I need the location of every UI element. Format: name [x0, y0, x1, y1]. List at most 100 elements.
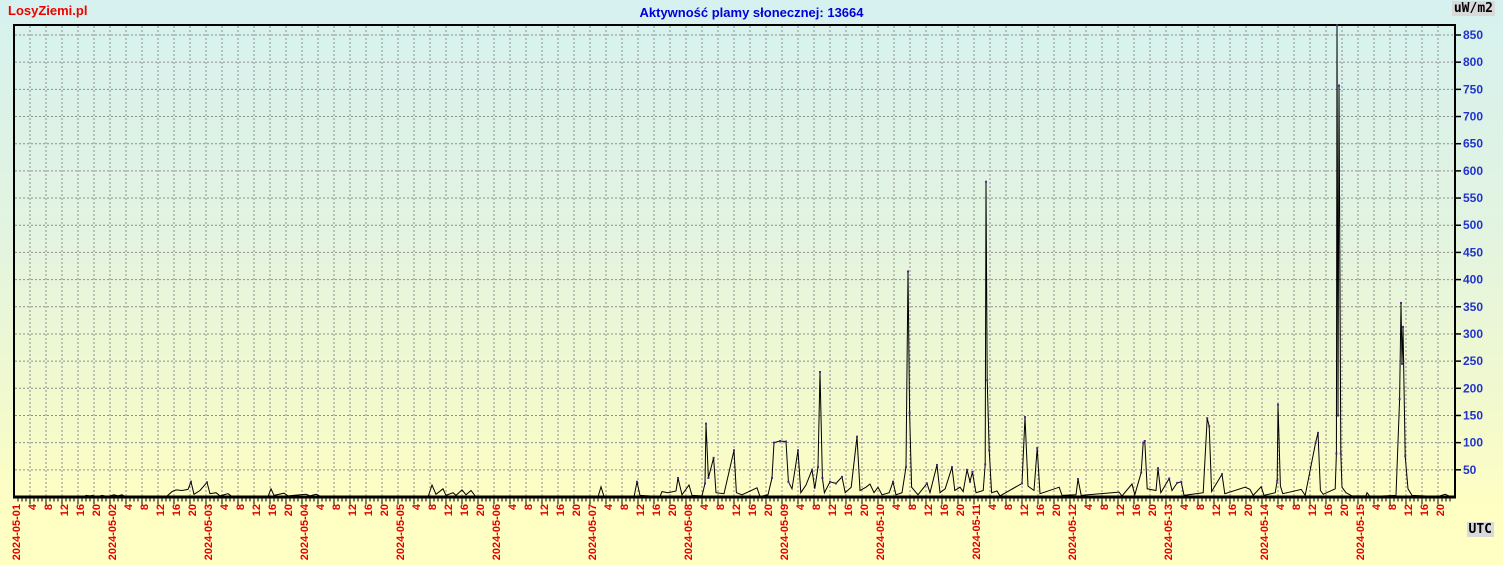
- x-tick-label: 2024-05-08: [683, 504, 695, 560]
- x-tick-label: 2024-05-04: [299, 503, 311, 560]
- data-point-marker: [986, 379, 989, 382]
- y-tick-label: 350: [1463, 300, 1483, 314]
- y-tick-label: 800: [1463, 55, 1483, 69]
- timezone-label: UTC: [1466, 522, 1494, 537]
- data-point-marker: [1180, 480, 1183, 483]
- x-tick-label: 12: [1019, 504, 1031, 516]
- y-tick-label: 400: [1463, 273, 1483, 287]
- x-tick-label: 16: [1035, 504, 1047, 516]
- x-tick-label: 12: [443, 504, 455, 516]
- data-point-marker: [1400, 301, 1402, 304]
- y-tick-label: 550: [1463, 191, 1483, 205]
- data-point-marker: [908, 411, 911, 414]
- x-tick-label: 20: [187, 504, 199, 516]
- data-point-marker: [966, 468, 968, 471]
- data-point-marker: [892, 480, 894, 483]
- data-point-marker: [1036, 447, 1039, 450]
- data-point-marker: [835, 482, 837, 485]
- x-tick-label: 8: [1099, 504, 1111, 510]
- data-point-marker: [787, 480, 790, 483]
- data-point-marker: [677, 476, 679, 479]
- x-tick-label: 20: [571, 504, 583, 516]
- x-tick-label: 16: [459, 504, 471, 516]
- y-tick-label: 50: [1463, 463, 1477, 477]
- x-tick-label: 12: [347, 504, 359, 516]
- x-tick-label: 8: [715, 504, 727, 510]
- grid-lines: [15, 26, 1454, 496]
- data-series: [14, 24, 1455, 498]
- x-tick-label: 16: [1323, 504, 1335, 516]
- x-tick-label: 12: [827, 504, 839, 516]
- data-point-marker: [1336, 24, 1338, 27]
- data-point-marker: [1337, 414, 1339, 417]
- x-tick-label: 20: [1147, 504, 1159, 516]
- data-point-marker: [1404, 455, 1407, 458]
- x-tick-label: 2024-05-05: [395, 504, 407, 560]
- x-tick-label: 4: [699, 503, 711, 510]
- x-tick-label: 8: [43, 504, 55, 510]
- data-point-marker: [1176, 481, 1179, 484]
- x-tick-label: 16: [171, 504, 183, 516]
- x-tick-label: 16: [1419, 504, 1431, 516]
- data-point-marker: [1140, 471, 1143, 474]
- x-tick-label: 2024-05-07: [587, 504, 599, 560]
- x-axis-labels: 2024-05-01 4 8 12 16 20 2024-05-02 4 8 12 16 20 2024…: [11, 503, 1447, 560]
- data-point-marker: [704, 482, 706, 485]
- data-point-marker: [797, 449, 799, 452]
- data-point-marker: [1277, 403, 1279, 406]
- data-point-marker: [841, 475, 843, 478]
- x-tick-label: 16: [555, 504, 567, 516]
- data-point-marker: [1168, 477, 1171, 480]
- x-tick-label: 8: [907, 504, 919, 510]
- data-point-marker: [988, 449, 991, 452]
- chart-title: Aktywność plamy słonecznej: 13664: [639, 5, 864, 20]
- data-point-marker: [733, 449, 735, 452]
- data-point-marker: [1339, 452, 1342, 455]
- data-point-marker: [1398, 398, 1401, 401]
- data-point-marker: [712, 456, 715, 459]
- y-tick-label: 250: [1463, 354, 1483, 368]
- data-point-marker: [785, 440, 787, 443]
- data-point-marker: [951, 466, 953, 469]
- axis-ticks: [17, 34, 1461, 505]
- data-point-marker: [856, 435, 858, 438]
- x-tick-label: 4: [1275, 503, 1287, 510]
- data-point-marker: [1338, 84, 1340, 87]
- x-tick-label: 8: [427, 504, 439, 510]
- data-point-marker: [636, 480, 638, 483]
- x-tick-label: 20: [1339, 504, 1351, 516]
- x-tick-label: 20: [475, 504, 487, 516]
- x-tick-label: 2024-05-06: [491, 504, 503, 560]
- data-point-marker: [1142, 441, 1145, 444]
- data-point-marker: [926, 482, 928, 485]
- x-tick-label: 20: [283, 504, 295, 516]
- y-tick-label: 700: [1463, 110, 1483, 124]
- x-tick-label: 8: [811, 504, 823, 510]
- x-tick-label: 12: [1115, 504, 1127, 516]
- x-tick-label: 4: [27, 503, 39, 510]
- data-point-marker: [1402, 325, 1404, 328]
- x-tick-label: 12: [1307, 504, 1319, 516]
- x-tick-label: 12: [59, 504, 71, 516]
- x-tick-label: 12: [1403, 504, 1415, 516]
- x-tick-label: 2024-05-14: [1259, 503, 1271, 560]
- x-tick-label: 16: [651, 504, 663, 516]
- x-tick-label: 4: [795, 503, 807, 510]
- data-point-marker: [779, 440, 781, 443]
- x-tick-label: 2024-05-01: [11, 504, 23, 560]
- data-point-marker: [821, 476, 824, 479]
- y-axis-labels: 50 100 150 200 250 300 350 400 450 500 550 600 650 70…: [1463, 28, 1483, 477]
- x-tick-label: 16: [747, 504, 759, 516]
- data-point-marker: [1024, 416, 1026, 419]
- x-tick-label: 20: [763, 504, 775, 516]
- activity-line: [14, 25, 1455, 498]
- x-tick-label: 2024-05-10: [875, 504, 887, 560]
- data-point-marker: [819, 370, 821, 373]
- y-tick-label: 300: [1463, 327, 1483, 341]
- x-tick-label: 4: [1371, 503, 1383, 510]
- x-tick-label: 8: [619, 504, 631, 510]
- x-tick-label: 8: [1195, 504, 1207, 510]
- x-tick-label: 20: [379, 504, 391, 516]
- data-point-marker: [907, 270, 909, 273]
- data-point-marker: [969, 480, 971, 483]
